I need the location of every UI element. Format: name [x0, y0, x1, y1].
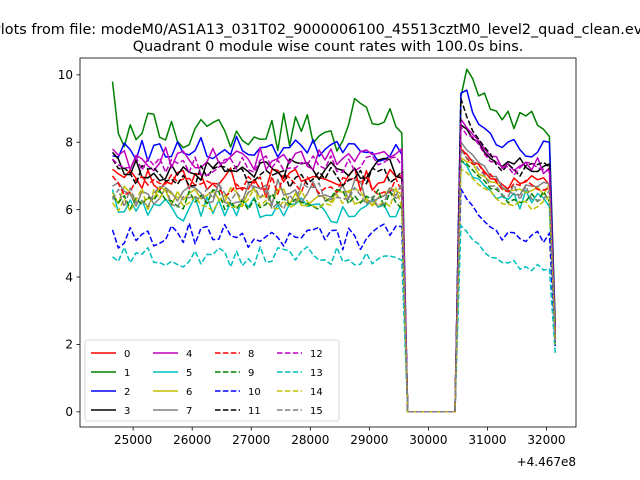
axes-frame — [79, 57, 577, 428]
legend-label-15: 15 — [310, 406, 323, 417]
x-tick-label: 26000 — [173, 433, 211, 447]
legend-label-9: 9 — [248, 368, 254, 379]
figure-suptitle: Plots from file: modeM0/AS1A13_031T02_90… — [0, 22, 640, 38]
legend-label-4: 4 — [186, 349, 192, 360]
legend-label-5: 5 — [186, 368, 192, 379]
legend-label-2: 2 — [124, 387, 130, 398]
series-line-15 — [111, 149, 557, 413]
series-line-7 — [112, 141, 557, 413]
y-tick-label: 8 — [65, 136, 73, 150]
legend-label-14: 14 — [310, 387, 323, 398]
x-tick-label: 29000 — [350, 433, 388, 447]
legend-label-3: 3 — [124, 406, 130, 417]
legend-label-6: 6 — [186, 387, 192, 398]
x-tick-label: 25000 — [114, 433, 152, 447]
x-tick-label: 32000 — [527, 433, 565, 447]
legend-label-13: 13 — [310, 368, 323, 379]
series-line-13 — [112, 224, 557, 413]
legend-label-1: 1 — [124, 368, 130, 379]
legend-label-10: 10 — [248, 387, 261, 398]
y-tick-label: 0 — [65, 405, 73, 419]
legend-label-8: 8 — [248, 349, 254, 360]
legend-label-7: 7 — [186, 406, 192, 417]
legend-label-11: 11 — [248, 406, 261, 417]
chart-title: Quadrant 0 module wise count rates with … — [133, 39, 524, 55]
y-tick-label: 4 — [65, 270, 73, 284]
x-tick-label: 31000 — [468, 433, 506, 447]
legend-box — [84, 339, 340, 422]
x-tick-label: 30000 — [409, 433, 447, 447]
legend-label-12: 12 — [310, 349, 323, 360]
series-line-11 — [111, 97, 557, 413]
x-tick-label: 27000 — [232, 433, 270, 447]
y-tick-label: 2 — [65, 338, 73, 352]
series-line-2 — [112, 89, 557, 413]
series-line-5 — [111, 159, 557, 413]
plot-area — [111, 68, 557, 413]
series-line-4 — [111, 118, 557, 413]
y-tick-label: 10 — [58, 68, 73, 82]
series-line-10 — [111, 187, 557, 413]
axes: 25000 26000 27000 28000 29000 30000 31000 32000… — [58, 57, 577, 469]
series-line-1 — [111, 68, 557, 413]
series-line-12 — [111, 125, 557, 413]
legend-label-0: 0 — [124, 349, 130, 360]
series-line-6 — [111, 157, 557, 413]
series-line-9 — [111, 159, 557, 413]
x-tick-label: 28000 — [291, 433, 329, 447]
x-offset-label: +4.467e8 — [517, 455, 576, 469]
y-tick-label: 6 — [65, 203, 73, 217]
series-line-14 — [111, 168, 557, 413]
